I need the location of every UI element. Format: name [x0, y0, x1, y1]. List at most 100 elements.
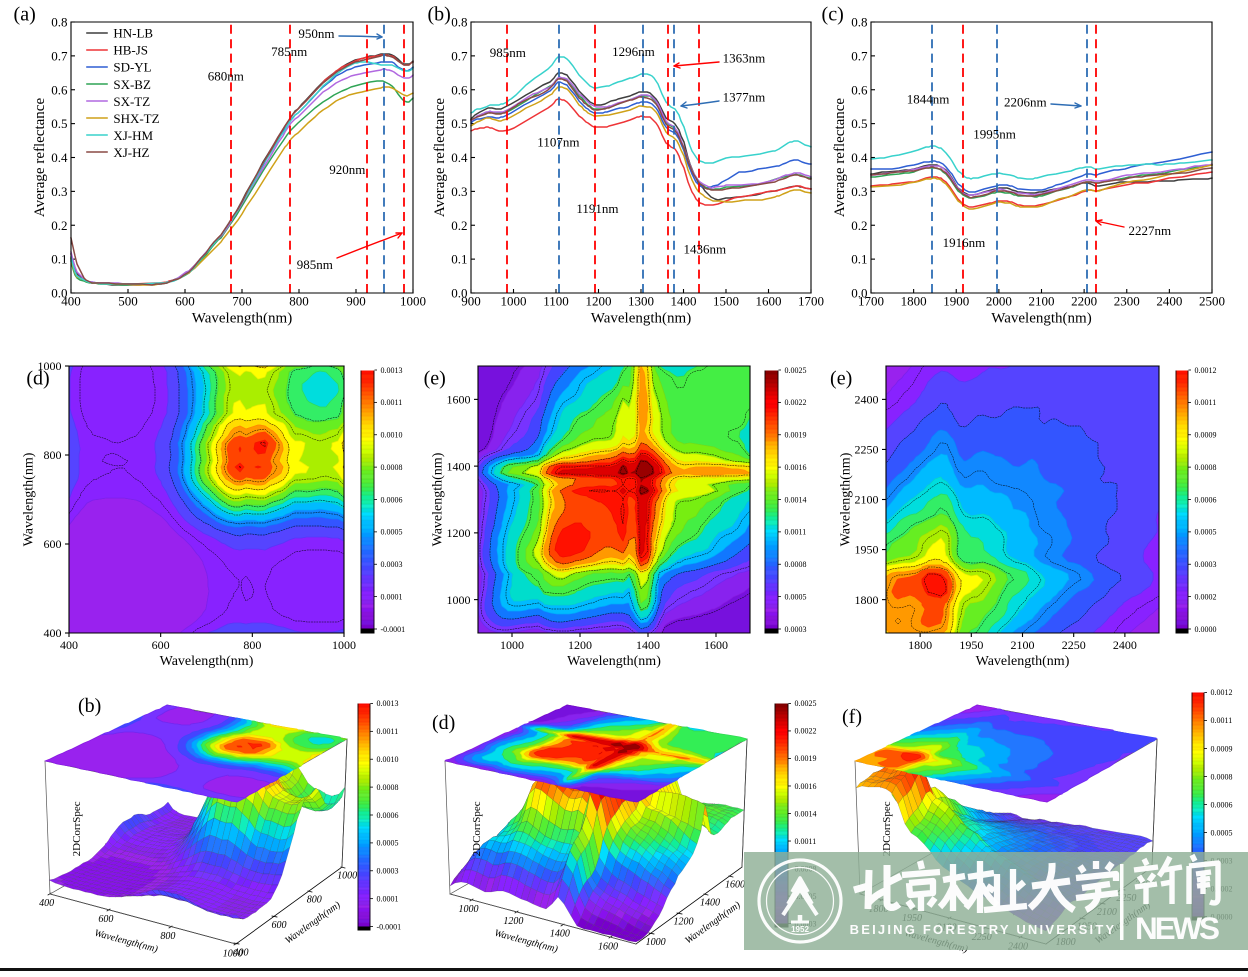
- svg-text:0.0006: 0.0006: [381, 495, 403, 504]
- svg-text:0.4: 0.4: [451, 150, 468, 165]
- svg-text:1800: 1800: [908, 638, 932, 652]
- svg-text:0.0000: 0.0000: [1195, 625, 1217, 634]
- svg-text:0.0003: 0.0003: [1195, 560, 1217, 569]
- svg-text:400: 400: [61, 294, 81, 309]
- svg-text:1200: 1200: [503, 916, 523, 927]
- svg-text:0.0003: 0.0003: [377, 867, 399, 876]
- svg-text:1000: 1000: [400, 294, 426, 309]
- svg-text:0.0006: 0.0006: [1195, 495, 1217, 504]
- svg-text:0.0022: 0.0022: [785, 398, 807, 407]
- svg-text:0.0: 0.0: [851, 286, 867, 301]
- svg-text:-0.0001: -0.0001: [381, 625, 406, 634]
- svg-text:0.0011: 0.0011: [1195, 398, 1217, 407]
- svg-text:1400: 1400: [636, 638, 660, 652]
- svg-text:0.0005: 0.0005: [381, 528, 403, 537]
- svg-text:800: 800: [44, 448, 62, 462]
- svg-text:920nm: 920nm: [329, 162, 365, 177]
- svg-text:1700: 1700: [858, 294, 884, 309]
- svg-text:2100: 2100: [1029, 294, 1055, 309]
- svg-text:1600: 1600: [598, 942, 618, 953]
- svg-text:2400: 2400: [1113, 638, 1137, 652]
- svg-text:XJ-HZ: XJ-HZ: [113, 145, 149, 160]
- svg-text:0.0025: 0.0025: [785, 366, 807, 375]
- svg-text:0.0002: 0.0002: [1195, 592, 1217, 601]
- svg-text:SHX-TZ: SHX-TZ: [113, 111, 159, 126]
- svg-text:1296nm: 1296nm: [612, 44, 655, 59]
- svg-text:985nm: 985nm: [490, 45, 526, 60]
- svg-text:Average reflectance: Average reflectance: [32, 98, 48, 218]
- svg-text:600: 600: [175, 294, 195, 309]
- svg-text:Wavelength(nm): Wavelength(nm): [567, 654, 661, 669]
- svg-text:0.0011: 0.0011: [1211, 716, 1233, 725]
- svg-text:(d): (d): [432, 712, 455, 734]
- svg-text:0.7: 0.7: [451, 48, 468, 63]
- svg-text:0.0013: 0.0013: [381, 366, 403, 375]
- svg-text:0.0019: 0.0019: [795, 754, 817, 763]
- svg-text:0.0008: 0.0008: [377, 783, 399, 792]
- svg-text:(e): (e): [830, 368, 852, 390]
- svg-text:0.1: 0.1: [51, 252, 67, 267]
- svg-text:0.0011: 0.0011: [377, 727, 399, 736]
- svg-text:0.6: 0.6: [51, 82, 68, 97]
- svg-text:1995nm: 1995nm: [973, 127, 1016, 142]
- svg-text:Wavelength(nm): Wavelength(nm): [838, 452, 853, 546]
- svg-text:0.1: 0.1: [451, 252, 467, 267]
- svg-text:1000: 1000: [38, 359, 62, 373]
- svg-text:XJ-HM: XJ-HM: [113, 128, 153, 143]
- svg-text:2100: 2100: [1011, 638, 1035, 652]
- svg-text:(f): (f): [842, 706, 862, 728]
- svg-text:BEIJING FORESTRY UNIVERSITY: BEIJING FORESTRY UNIVERSITY: [850, 922, 1117, 937]
- svg-text:1800: 1800: [901, 294, 927, 309]
- svg-text:1107nm: 1107nm: [537, 135, 579, 150]
- svg-text:1000: 1000: [646, 937, 666, 948]
- svg-text:1844nm: 1844nm: [907, 91, 950, 106]
- svg-text:0.2: 0.2: [851, 218, 867, 233]
- svg-text:0.0: 0.0: [451, 286, 467, 301]
- svg-text:1000: 1000: [500, 638, 524, 652]
- svg-text:Wavelength(nm): Wavelength(nm): [976, 654, 1070, 669]
- svg-text:1600: 1600: [704, 638, 728, 652]
- svg-text:2500: 2500: [1199, 294, 1225, 309]
- svg-text:(e): (e): [424, 368, 446, 390]
- svg-text:(a): (a): [14, 4, 36, 26]
- svg-text:(c): (c): [822, 4, 844, 26]
- svg-text:0.8: 0.8: [851, 15, 867, 30]
- svg-text:0.0001: 0.0001: [377, 894, 399, 903]
- svg-text:Wavelength(nm): Wavelength(nm): [21, 452, 36, 546]
- svg-text:1200: 1200: [447, 526, 471, 540]
- svg-text:2227nm: 2227nm: [1128, 223, 1171, 238]
- svg-text:1100: 1100: [543, 294, 569, 309]
- svg-text:0.0010: 0.0010: [381, 431, 403, 440]
- svg-text:0.0008: 0.0008: [381, 463, 403, 472]
- svg-text:0.3: 0.3: [851, 184, 867, 199]
- svg-text:0.7: 0.7: [851, 48, 868, 63]
- svg-text:1000: 1000: [459, 904, 479, 915]
- svg-text:1950: 1950: [959, 638, 983, 652]
- svg-text:700: 700: [232, 294, 252, 309]
- svg-text:400: 400: [234, 948, 249, 959]
- svg-text:0.0003: 0.0003: [785, 625, 807, 634]
- svg-text:1600: 1600: [756, 294, 782, 309]
- svg-text:1952: 1952: [791, 925, 809, 934]
- svg-text:1800: 1800: [855, 593, 879, 607]
- svg-text:SD-YL: SD-YL: [113, 60, 151, 75]
- svg-text:900: 900: [461, 294, 481, 309]
- svg-text:0.8: 0.8: [451, 15, 467, 30]
- svg-text:0.2: 0.2: [51, 218, 67, 233]
- svg-text:0.0005: 0.0005: [377, 839, 399, 848]
- svg-text:500: 500: [118, 294, 138, 309]
- svg-text:0.0012: 0.0012: [1195, 366, 1217, 375]
- svg-text:0.0011: 0.0011: [381, 398, 403, 407]
- svg-text:Wavelength(nm): Wavelength(nm): [192, 311, 292, 327]
- svg-text:HB-JS: HB-JS: [113, 43, 148, 58]
- svg-text:0.0014: 0.0014: [785, 495, 807, 504]
- svg-text:Average reflectance: Average reflectance: [432, 98, 448, 218]
- svg-text:900: 900: [346, 294, 366, 309]
- svg-text:1900: 1900: [943, 294, 969, 309]
- svg-text:0.0005: 0.0005: [1211, 828, 1233, 837]
- svg-text:0.7: 0.7: [51, 48, 68, 63]
- svg-text:0.0019: 0.0019: [785, 431, 807, 440]
- svg-text:2206nm: 2206nm: [1004, 94, 1047, 109]
- svg-text:1191nm: 1191nm: [576, 201, 618, 216]
- svg-text:1300: 1300: [628, 294, 654, 309]
